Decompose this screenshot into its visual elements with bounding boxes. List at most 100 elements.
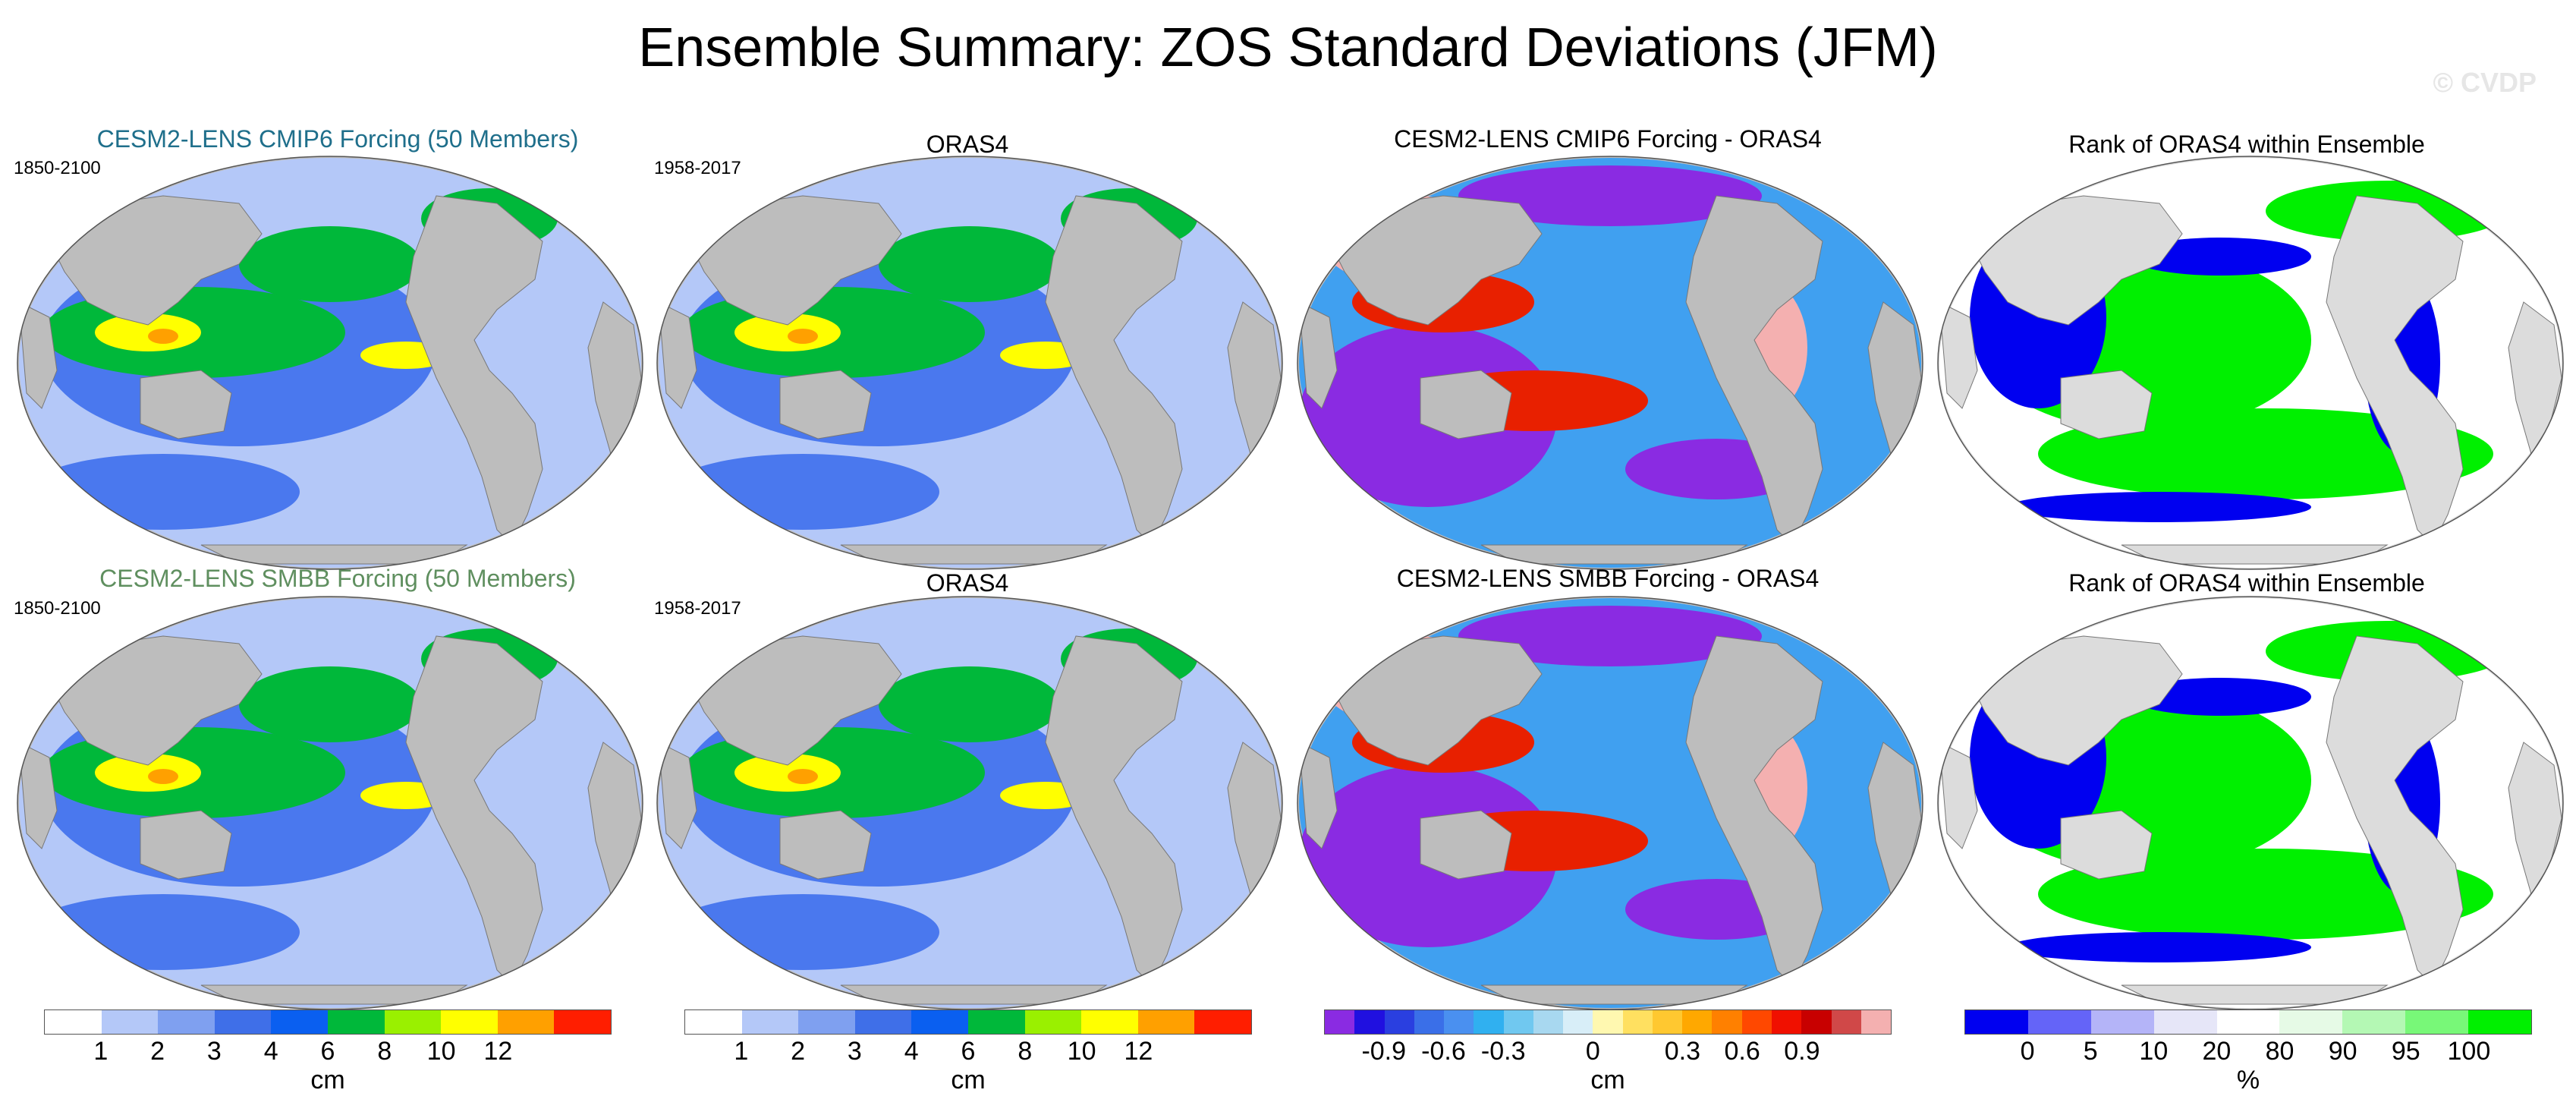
colorbar-tick-label: 0 [2020,1037,2035,1066]
colorbar-tick-label: 10 [1067,1037,1096,1066]
colorbar-swatch [2027,1010,2091,1034]
colorbar-tick-label: 5 [2083,1037,2098,1066]
colorbar-swatch [1444,1010,1474,1034]
map-rank-row2 [1932,591,2569,1016]
panel-title-r2c2: ORAS4 [926,569,1009,597]
colorbar-tick-label: -0.9 [1361,1037,1407,1066]
colorbar-tick-label: 10 [2139,1037,2169,1066]
std-colorbar-2 [684,1009,1252,1035]
panel-title-r1c4: Rank of ORAS4 within Ensemble [2068,131,2425,158]
cvdp-watermark: © CVDP [2433,67,2537,98]
colorbar-tick-label: 6 [961,1037,976,1066]
colorbar-tick-label: 4 [904,1037,919,1066]
colorbar-tick-label: 2 [791,1037,806,1066]
colorbar-swatch [1741,1010,1772,1034]
map-std-oras4-row1 [651,150,1288,575]
colorbar-tick-label: 12 [483,1037,513,1066]
colorbar-swatch [327,1010,385,1034]
colorbar-swatch [1860,1010,1892,1034]
panel-title-r1c2: ORAS4 [926,131,1009,158]
colorbar-tick-label: 20 [2202,1037,2232,1066]
colorbar-swatch [1081,1010,1138,1034]
panel-title-r1c3: CESM2-LENS CMIP6 Forcing - ORAS4 [1394,125,1822,153]
colorbar-unit-label: cm [1590,1066,1625,1095]
rank-colorbar [1964,1009,2532,1035]
colorbar-swatch [2090,1010,2154,1034]
colorbar-swatch [2153,1010,2217,1034]
colorbar-swatch [1965,1010,2028,1034]
colorbar-unit-label: cm [951,1066,986,1095]
colorbar-tick-label: 8 [377,1037,392,1066]
colorbar-swatch [1801,1010,1832,1034]
colorbar-swatch [2342,1010,2406,1034]
map-std-smbb-ensemble [11,591,649,1016]
colorbar-tick-label: 3 [847,1037,862,1066]
colorbar-swatch [384,1010,442,1034]
colorbar-swatch [741,1010,799,1034]
colorbar-swatch [1325,1010,1355,1034]
colorbar-tick-label: -0.3 [1480,1037,1526,1066]
colorbar-swatch [2468,1010,2532,1034]
colorbar-tick-label: 2 [150,1037,165,1066]
colorbar-swatch [1652,1010,1683,1034]
colorbar-tick-label: 0.3 [1664,1037,1701,1066]
colorbar-swatch [1622,1010,1653,1034]
colorbar-swatch [2279,1010,2343,1034]
colorbar-swatch [214,1010,272,1034]
map-std-oras4-row2 [651,591,1288,1016]
panel-title-r2c3: CESM2-LENS SMBB Forcing - ORAS4 [1396,565,1820,592]
colorbar-swatch [1533,1010,1564,1034]
colorbar-tick-label: 4 [263,1037,278,1066]
panel-title-r1c1: CESM2-LENS CMIP6 Forcing (50 Members) [96,125,579,153]
std-colorbar-1 [44,1009,612,1035]
colorbar-swatch [554,1010,611,1034]
colorbar-unit-label: % [2236,1066,2260,1095]
colorbar-swatch [1194,1010,1251,1034]
colorbar-swatch [1503,1010,1533,1034]
period-r1c1: 1850-2100 [14,158,101,178]
colorbar-tick-label: 6 [320,1037,335,1066]
colorbar-swatch [1354,1010,1385,1034]
colorbar-tick-label: 0 [1585,1037,1600,1066]
colorbar-swatch [1024,1010,1082,1034]
colorbar-tick-label: 90 [2328,1037,2357,1066]
colorbar-swatch [1474,1010,1504,1034]
figure-title: Ensemble Summary: ZOS Standard Deviation… [638,17,1938,78]
colorbar-swatch [1137,1010,1195,1034]
colorbar-tick-label: 0.6 [1724,1037,1760,1066]
colorbar-swatch [441,1010,498,1034]
colorbar-swatch [1593,1010,1623,1034]
colorbar-swatch [1384,1010,1414,1034]
period-r1c2: 1958-2017 [654,158,741,178]
colorbar-swatch [1771,1010,1802,1034]
colorbar-swatch [854,1010,912,1034]
colorbar-swatch [2216,1010,2280,1034]
colorbar-tick-label: 3 [206,1037,222,1066]
colorbar-swatch [1563,1010,1593,1034]
colorbar-swatch [1414,1010,1445,1034]
colorbar-swatch [271,1010,328,1034]
colorbar-tick-label: 0.9 [1784,1037,1820,1066]
colorbar-tick-label: -0.6 [1421,1037,1466,1066]
colorbar-tick-label: 12 [1124,1037,1153,1066]
colorbar-tick-label: 80 [2265,1037,2294,1066]
colorbar-tick-label: 1 [734,1037,749,1066]
period-r2c2: 1958-2017 [654,598,741,619]
map-std-cmip6-ensemble [11,150,649,575]
colorbar-swatch [1712,1010,1742,1034]
colorbar-swatch [911,1010,968,1034]
map-rank-row1 [1932,150,2569,575]
colorbar-swatch [1682,1010,1713,1034]
diff-colorbar [1324,1009,1892,1035]
colorbar-swatch [798,1010,855,1034]
colorbar-tick-label: 10 [426,1037,456,1066]
colorbar-tick-label: 100 [2447,1037,2491,1066]
map-diff-smbb-oras4 [1291,591,1929,1016]
map-diff-cmip6-oras4 [1291,150,1929,575]
panel-title-r2c4: Rank of ORAS4 within Ensemble [2068,569,2425,597]
colorbar-swatch [45,1010,102,1034]
colorbar-tick-label: 1 [93,1037,109,1066]
colorbar-unit-label: cm [310,1066,345,1095]
colorbar-swatch [101,1010,159,1034]
colorbar-tick-label: 8 [1018,1037,1033,1066]
